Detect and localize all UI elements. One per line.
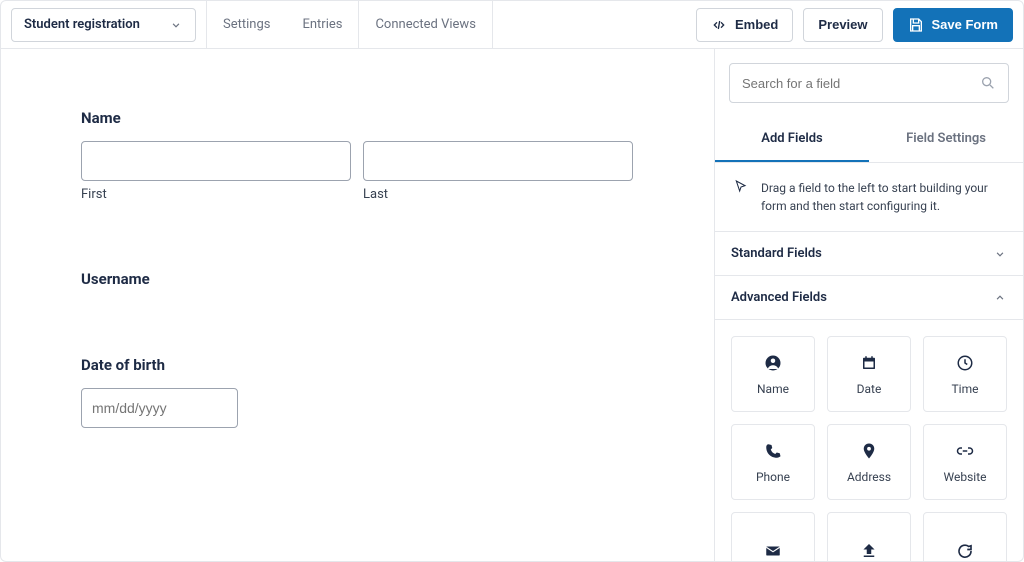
field-name-block: Name First Last bbox=[81, 109, 634, 202]
input-dob[interactable] bbox=[81, 388, 238, 428]
embed-label: Embed bbox=[735, 17, 778, 32]
nav-settings[interactable]: Settings bbox=[207, 17, 286, 32]
field-dob-label: Date of birth bbox=[81, 356, 634, 374]
top-toolbar: Student registration Settings Entries Co… bbox=[1, 1, 1023, 49]
person-icon bbox=[764, 354, 782, 372]
input-first-name[interactable] bbox=[81, 141, 351, 181]
section-advanced-label: Advanced Fields bbox=[731, 290, 827, 305]
field-card-date-label: Date bbox=[857, 382, 882, 396]
form-selector-dropdown[interactable]: Student registration bbox=[11, 8, 196, 42]
drag-tip: Drag a field to the left to start buildi… bbox=[715, 163, 1023, 232]
sidebar-tabs: Add Fields Field Settings bbox=[715, 117, 1023, 163]
field-card-website-label: Website bbox=[944, 470, 987, 484]
save-icon bbox=[908, 17, 924, 33]
cursor-icon bbox=[733, 179, 749, 195]
chevron-down-icon bbox=[169, 18, 183, 32]
field-card-upload[interactable] bbox=[827, 512, 911, 562]
field-card-time-label: Time bbox=[952, 382, 979, 396]
field-card-address-label: Address bbox=[847, 470, 891, 484]
nav-group-views: Connected Views bbox=[359, 1, 491, 48]
tab-add-fields[interactable]: Add Fields bbox=[715, 117, 869, 162]
chevron-up-icon bbox=[993, 291, 1007, 305]
code-icon bbox=[711, 17, 727, 33]
pin-icon bbox=[860, 442, 878, 460]
nav-connected-views[interactable]: Connected Views bbox=[359, 17, 491, 32]
save-label: Save Form bbox=[932, 17, 998, 32]
form-selector-label: Student registration bbox=[24, 17, 140, 32]
chevron-down-icon bbox=[993, 247, 1007, 261]
field-card-email[interactable] bbox=[731, 512, 815, 562]
preview-button[interactable]: Preview bbox=[803, 8, 882, 42]
upload-icon bbox=[860, 542, 878, 560]
field-card-address[interactable]: Address bbox=[827, 424, 911, 500]
mail-icon bbox=[764, 542, 782, 560]
field-card-website[interactable]: Website bbox=[923, 424, 1007, 500]
nav-group-main: Settings Entries bbox=[207, 1, 358, 48]
advanced-field-grid: Name Date Time Phone Address Website bbox=[715, 320, 1023, 562]
nav-entries[interactable]: Entries bbox=[286, 17, 358, 32]
calendar-icon bbox=[860, 354, 878, 372]
search-icon bbox=[980, 75, 996, 91]
field-name-label: Name bbox=[81, 109, 634, 127]
field-username-label: Username bbox=[81, 270, 634, 288]
clock-icon bbox=[956, 354, 974, 372]
link-icon bbox=[956, 442, 974, 460]
field-search[interactable] bbox=[729, 63, 1009, 103]
field-card-name[interactable]: Name bbox=[731, 336, 815, 412]
section-advanced-fields[interactable]: Advanced Fields bbox=[715, 276, 1023, 320]
form-canvas: Name First Last Username Date of birth bbox=[1, 49, 715, 562]
refresh-icon bbox=[956, 542, 974, 560]
field-card-captcha[interactable] bbox=[923, 512, 1007, 562]
sidebar-panel: Add Fields Field Settings Drag a field t… bbox=[715, 49, 1023, 562]
field-card-name-label: Name bbox=[757, 382, 789, 396]
drag-tip-text: Drag a field to the left to start buildi… bbox=[761, 179, 1005, 215]
section-standard-label: Standard Fields bbox=[731, 246, 822, 261]
phone-icon bbox=[764, 442, 782, 460]
input-last-name[interactable] bbox=[363, 141, 633, 181]
sublabel-first: First bbox=[81, 187, 351, 202]
preview-label: Preview bbox=[818, 17, 867, 32]
section-standard-fields[interactable]: Standard Fields bbox=[715, 232, 1023, 276]
field-card-time[interactable]: Time bbox=[923, 336, 1007, 412]
embed-button[interactable]: Embed bbox=[696, 8, 793, 42]
save-form-button[interactable]: Save Form bbox=[893, 8, 1013, 42]
sublabel-last: Last bbox=[363, 187, 633, 202]
field-username-block: Username bbox=[81, 270, 634, 288]
tab-field-settings[interactable]: Field Settings bbox=[869, 117, 1023, 162]
field-dob-block: Date of birth bbox=[81, 356, 634, 428]
field-card-phone-label: Phone bbox=[756, 470, 790, 484]
field-card-date[interactable]: Date bbox=[827, 336, 911, 412]
field-card-phone[interactable]: Phone bbox=[731, 424, 815, 500]
field-search-input[interactable] bbox=[742, 76, 980, 91]
